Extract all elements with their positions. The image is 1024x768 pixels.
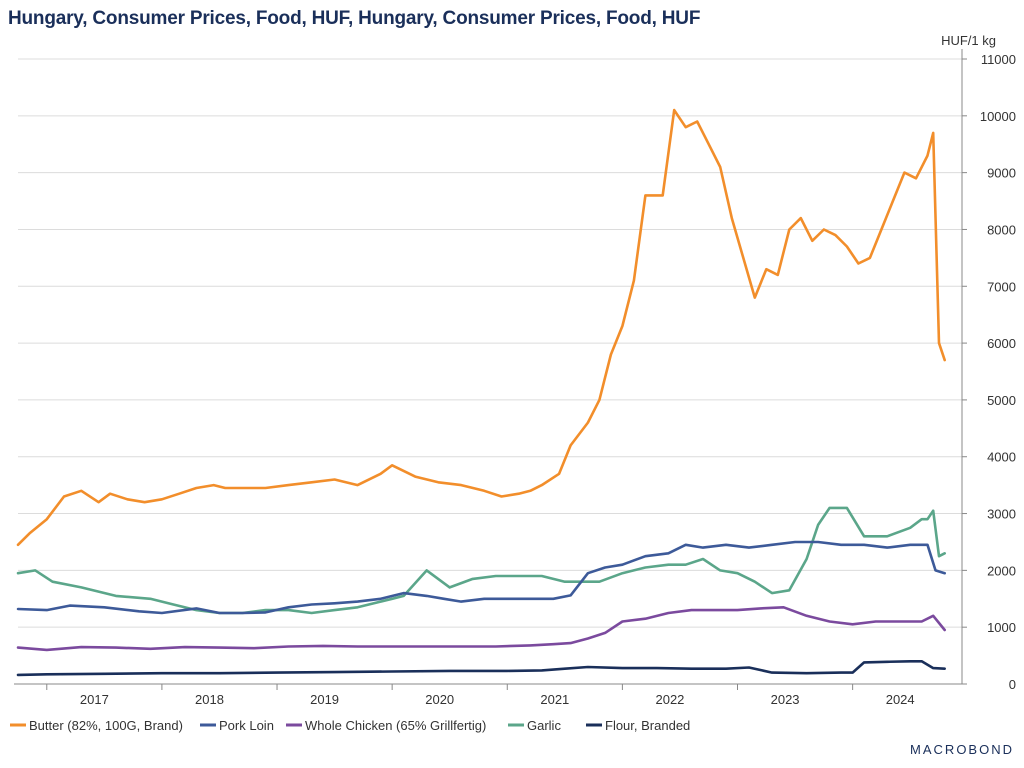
y-tick-label: 10000: [980, 109, 1016, 124]
series-line: [16, 659, 947, 677]
y-tick-label: 1000: [987, 620, 1016, 635]
legend-label: Garlic: [527, 718, 561, 733]
brand-logo: MACROBOND: [910, 742, 1014, 757]
y-unit-label: HUF/1 kg: [941, 33, 996, 48]
y-tick-label: 3000: [987, 507, 1016, 522]
y-tick-label: 4000: [987, 450, 1016, 465]
y-tick-label: 2000: [987, 563, 1016, 578]
x-tick-label: 2018: [195, 692, 224, 707]
legend-label: Flour, Branded: [605, 718, 690, 733]
x-tick-label: 2021: [540, 692, 569, 707]
y-tick-label: 7000: [987, 279, 1016, 294]
x-tick-label: 2017: [80, 692, 109, 707]
legend-label: Whole Chicken (65% Grillfertig): [305, 718, 486, 733]
x-tick-label: 2020: [425, 692, 454, 707]
x-tick-label: 2023: [771, 692, 800, 707]
series-line: [16, 506, 947, 615]
series-line: [16, 108, 947, 547]
legend-label: Butter (82%, 100G, Brand): [29, 718, 183, 733]
chart-title: Hungary, Consumer Prices, Food, HUF, Hun…: [8, 8, 701, 29]
y-tick-label: 5000: [987, 393, 1016, 408]
y-tick-label: 0: [1009, 677, 1016, 692]
y-tick-label: 8000: [987, 222, 1016, 237]
series-line: [16, 540, 947, 615]
y-tick-label: 6000: [987, 336, 1016, 351]
y-tick-label: 9000: [987, 166, 1016, 181]
x-tick-label: 2019: [310, 692, 339, 707]
x-tick-label: 2024: [886, 692, 915, 707]
y-tick-label: 11000: [981, 52, 1016, 67]
series-line: [16, 605, 947, 652]
legend-label: Pork Loin: [219, 718, 274, 733]
x-tick-label: 2022: [655, 692, 684, 707]
